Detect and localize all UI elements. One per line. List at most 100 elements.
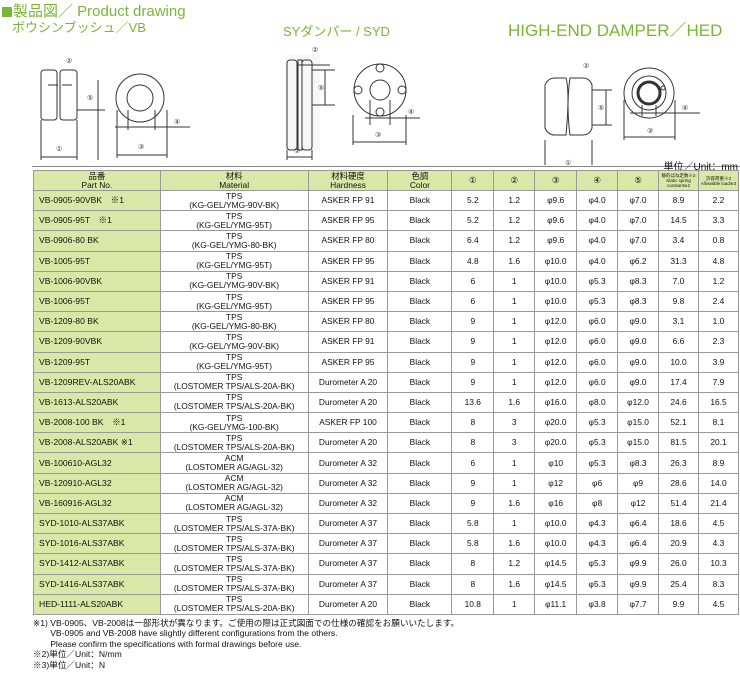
cell-dim-3: φ10.0 (534, 533, 578, 555)
cell-material: TPS (KG-GEL/YMG-95T) (159, 250, 309, 272)
cell-dim-2: 1 (493, 452, 536, 474)
cell-part-no: SYD-1416-ALS37ABK (33, 573, 161, 595)
cell-color: Black (387, 290, 453, 313)
cell-part-no: VB-2008-100 BK ※1 (33, 412, 161, 434)
cell-color: Black (387, 311, 453, 333)
cell-dim-5: φ15.0 (617, 432, 660, 454)
hed-dim-3: ③ (647, 127, 653, 135)
cell-dim-4: φ3.8 (576, 593, 619, 615)
cell-material: TPS (KG-GEL/YMG-95T) (159, 351, 309, 373)
cell-material: TPS (LOSTOMER TPS/ALS-20A-BK) (159, 391, 309, 414)
cell-dim-1: 9 (451, 492, 495, 515)
cell-allowable-load: 4.3 (697, 533, 740, 555)
table-row: VB-2008-ALS20ABK ※1 TPS (LOSTOMER TPS/ALS-… (33, 432, 740, 454)
cell-dim-1: 9 (451, 311, 495, 333)
vb-dim-5: ⑤ (87, 94, 93, 102)
cell-part-no: VB-0906-80 BK (33, 230, 161, 252)
cell-hardness: Durometer A 32 (307, 472, 389, 494)
cell-dim-1: 8 (451, 412, 495, 434)
cell-spring-constant: 26.3 (658, 452, 699, 474)
cell-dim-1: 6.4 (451, 230, 495, 252)
cell-spring-constant: 6.6 (658, 331, 699, 353)
vb-drawing (40, 69, 190, 160)
cell-material: TPS (LOSTOMER TPS/ALS-37A-BK) (159, 512, 309, 535)
cell-spring-constant: 20.9 (658, 533, 699, 555)
header-part-no: 品番 Part No. (33, 170, 161, 191)
cell-part-no: VB-1209-90VBK (33, 331, 161, 353)
cell-dim-3: φ12.0 (534, 331, 578, 353)
cell-part-no: VB-120910-AGL32 (33, 472, 161, 494)
cell-dim-5: φ15.0 (617, 412, 660, 434)
cell-dim-4: φ6.0 (576, 311, 619, 333)
cell-dim-5: φ8.3 (617, 290, 660, 313)
cell-dim-4: φ6.0 (576, 371, 619, 393)
cell-allowable-load: 8.3 (697, 573, 740, 595)
table-row: VB-0906-80 BK TPS (KG-GEL/YMG-80-BK) ASKER … (33, 230, 740, 252)
cell-dim-1: 8 (451, 553, 495, 575)
cell-dim-1: 9 (451, 472, 495, 494)
cell-spring-constant: 8.9 (658, 189, 699, 212)
cell-part-no: VB-0905-95T ※1 (33, 210, 161, 232)
cell-dim-1: 10.8 (451, 593, 495, 615)
cell-dim-2: 3 (493, 432, 536, 454)
cell-hardness: Durometer A 20 (307, 371, 389, 393)
cell-hardness: Durometer A 37 (307, 533, 389, 555)
cell-allowable-load: 1.0 (697, 311, 740, 333)
cell-dim-5: φ9.9 (617, 553, 660, 575)
cell-spring-constant: 18.6 (658, 512, 699, 535)
cell-material: TPS (KG-GEL/YMG-90V-BK) (159, 189, 309, 212)
cell-dim-3: φ12.0 (534, 351, 578, 373)
cell-spring-constant: 7.0 (658, 270, 699, 292)
cell-dim-5: φ9.0 (617, 371, 660, 393)
cell-hardness: ASKER FP 91 (307, 270, 389, 292)
cell-dim-1: 6 (451, 290, 495, 313)
cell-dim-2: 1.6 (493, 391, 536, 414)
cell-hardness: ASKER FP 91 (307, 331, 389, 353)
table-row: VB-100610-AGL32 ACM (LOSTOMER AG/AGL-32) Du… (33, 452, 740, 474)
table-header-row: 品番 Part No. 材料 Material 材料硬度 Hardness 色調 Col… (33, 170, 740, 191)
cell-dim-4: φ4.0 (576, 230, 619, 252)
cell-dim-1: 8 (451, 432, 495, 454)
table-row: SYD-1016-ALS37ABK TPS (LOSTOMER TPS/ALS-37… (33, 533, 740, 555)
table-row: VB-160916-AGL32 ACM (LOSTOMER AG/AGL-32) Du… (33, 492, 740, 515)
vb-dim-1: ① (56, 145, 62, 153)
cell-dim-1: 5.8 (451, 533, 495, 555)
cell-dim-5: φ12.0 (617, 391, 660, 414)
cell-hardness: ASKER FP 80 (307, 311, 389, 333)
cell-dim-3: φ10.0 (534, 512, 578, 535)
cell-dim-3: φ11.1 (534, 593, 578, 615)
cell-color: Black (387, 553, 453, 575)
cell-dim-5: φ8.3 (617, 452, 660, 474)
cell-dim-3: φ12.0 (534, 371, 578, 393)
cell-dim-5: φ9.0 (617, 331, 660, 353)
cell-dim-3: φ14.5 (534, 553, 578, 575)
cell-color: Black (387, 452, 453, 474)
cell-hardness: Durometer A 37 (307, 553, 389, 575)
syd-drawing-title: SYダンパー / SYD (283, 24, 390, 39)
cell-dim-5: φ9 (617, 472, 660, 494)
cell-spring-constant: 9.9 (658, 593, 699, 615)
cell-dim-3: φ20.0 (534, 412, 578, 434)
page-title: 製品図／ Product drawing (2, 0, 186, 21)
cell-dim-2: 1 (493, 351, 536, 373)
note-2: ※2)単位／Unit：N/mm (33, 649, 122, 660)
cell-dim-4: φ4.3 (576, 512, 619, 535)
cell-part-no: SYD-1010-ALS37ABK (33, 512, 161, 535)
table-row: VB-2008-100 BK ※1 TPS (KG-GEL/YMG-100-BK) A… (33, 412, 740, 434)
header-color: 色調 Color (387, 170, 453, 191)
table-row: VB-1209-90VBK TPS (KG-GEL/YMG-90V-BK) ASKER… (33, 331, 740, 353)
header-hardness: 材料硬度 Hardness (307, 170, 389, 191)
table-row: VB-1613-ALS20ABK TPS (LOSTOMER TPS/ALS-20A… (33, 391, 740, 414)
cell-allowable-load: 0.8 (697, 230, 740, 252)
cell-material: TPS (LOSTOMER TPS/ALS-20A-BK) (159, 432, 309, 454)
table-row: VB-1209-80 BK TPS (KG-GEL/YMG-80-BK) ASKER … (33, 311, 740, 333)
cell-dim-1: 4.8 (451, 250, 495, 272)
cell-allowable-load: 3.9 (697, 351, 740, 373)
cell-part-no: SYD-1016-ALS37ABK (33, 533, 161, 555)
cell-allowable-load: 2.4 (697, 290, 740, 313)
cell-color: Black (387, 250, 453, 272)
cell-dim-2: 1.2 (493, 553, 536, 575)
table-row: VB-120910-AGL32 ACM (LOSTOMER AG/AGL-32) Du… (33, 472, 740, 494)
syd-drawing (285, 55, 420, 160)
product-drawings: ② ⑤ ① ③ ④ ② ⑤ ① ③ ④ ② ⑤ ① ③ ④ (40, 46, 700, 165)
